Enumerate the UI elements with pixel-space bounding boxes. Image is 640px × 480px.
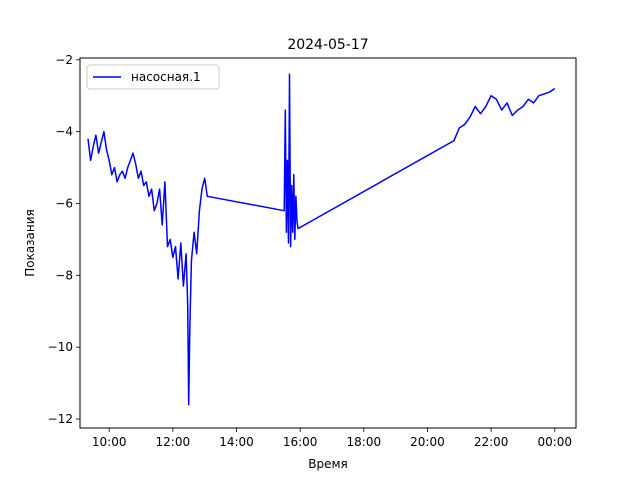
y-tick-label: −12 <box>48 412 73 426</box>
x-tick-label: 18:00 <box>347 435 382 449</box>
series-line-nasosnaya-1 <box>87 73 556 406</box>
y-axis: −12 −10 −8 −6 −4 −2 <box>48 53 80 426</box>
chart-title: 2024-05-17 <box>287 37 368 53</box>
x-tick-label: 16:00 <box>283 435 318 449</box>
legend-box <box>86 64 220 90</box>
x-tick-label: 00:00 <box>537 435 572 449</box>
x-axis-label: Время <box>308 457 348 471</box>
x-tick-label: 14:00 <box>219 435 254 449</box>
x-tick-label: 22:00 <box>474 435 509 449</box>
legend-entry-label: насосная.1 <box>131 70 201 84</box>
y-tick-label: −8 <box>55 268 73 282</box>
x-tick-label: 20:00 <box>410 435 445 449</box>
y-axis-label: Показания <box>23 209 37 277</box>
legend: насосная.1 <box>86 64 220 90</box>
y-tick-label: −2 <box>55 53 73 67</box>
plot-frame <box>79 57 577 429</box>
y-tick-label: −10 <box>48 340 73 354</box>
y-tick-label: −6 <box>55 196 73 210</box>
plot-area <box>79 57 577 429</box>
x-tick-label: 10:00 <box>92 435 127 449</box>
x-axis: 10:00 12:00 14:00 16:00 18:00 20:00 22:00 00:00 <box>92 428 572 449</box>
y-tick-label: −4 <box>55 125 73 139</box>
x-tick-label: 12:00 <box>156 435 191 449</box>
